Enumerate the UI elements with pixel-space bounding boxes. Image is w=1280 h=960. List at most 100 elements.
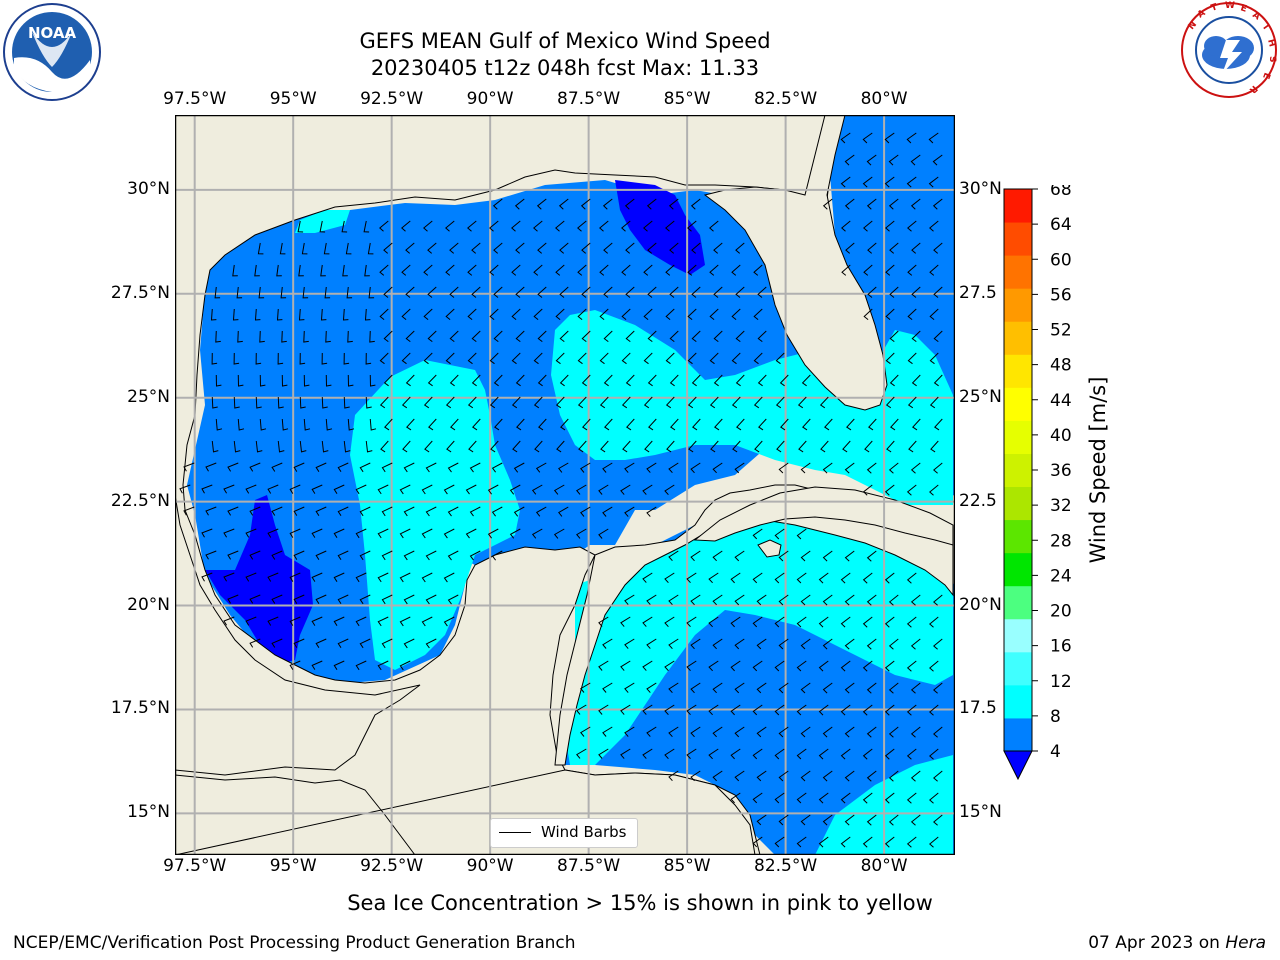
wind-barb xyxy=(402,440,411,453)
wind-barb xyxy=(511,308,521,320)
wind-barb xyxy=(624,198,635,210)
wind-barb xyxy=(183,462,195,472)
wind-barb xyxy=(406,418,415,431)
wind-barb xyxy=(669,330,679,342)
wind-barb xyxy=(840,792,851,804)
wind-barb xyxy=(201,528,213,538)
colorbar-tick-label: 68 xyxy=(1050,185,1072,200)
wind-barb xyxy=(560,418,569,431)
wind-barb xyxy=(888,682,899,694)
wind-barb xyxy=(753,352,763,365)
colorbar-segment xyxy=(1004,453,1032,488)
wind-barb xyxy=(933,374,943,387)
wind-barb xyxy=(355,616,367,627)
wind-barb xyxy=(227,594,239,604)
wind-barb xyxy=(932,198,943,210)
wind-barb xyxy=(647,242,657,254)
wind-barb xyxy=(690,726,701,738)
wind-barb xyxy=(735,242,745,254)
wind-barb xyxy=(303,374,310,387)
wind-barb xyxy=(604,418,613,431)
wind-barb xyxy=(369,418,377,431)
wind-barb xyxy=(884,660,895,672)
wind-barb xyxy=(802,418,811,431)
wind-barb xyxy=(343,440,351,453)
wind-barb xyxy=(889,374,899,387)
wind-barb xyxy=(734,638,745,650)
wind-barb xyxy=(320,308,327,321)
wind-barb xyxy=(929,220,939,232)
wind-barb xyxy=(713,330,723,342)
wind-barb xyxy=(215,374,222,387)
lat-tick-right: 15°N xyxy=(959,802,1002,823)
wind-barb xyxy=(577,352,587,365)
wind-barb xyxy=(691,330,701,342)
lon-tick-top: 90°W xyxy=(466,89,514,109)
colorbar-segment xyxy=(1004,585,1032,620)
wind-barb xyxy=(598,660,609,671)
wind-barb xyxy=(581,330,591,342)
wind-barb xyxy=(381,462,393,473)
wind-barb xyxy=(867,286,877,298)
colorbar-segment xyxy=(1004,651,1032,686)
wind-barb xyxy=(822,770,833,782)
wind-barb xyxy=(333,572,345,582)
wind-barb xyxy=(752,572,763,584)
wind-barb xyxy=(537,242,547,254)
lat-tick-left: 25°N xyxy=(127,386,170,407)
wind-barb xyxy=(515,374,525,387)
wind-barb xyxy=(646,506,657,517)
wind-barb xyxy=(603,242,613,254)
wind-barb xyxy=(580,462,591,473)
wind-barb xyxy=(553,528,565,539)
wind-barb xyxy=(215,330,221,343)
lon-tick-bottom: 97.5°W xyxy=(163,856,227,876)
wind-barb xyxy=(822,550,833,562)
wind-barb xyxy=(401,396,411,409)
wind-barb xyxy=(598,484,609,495)
colorbar-tick-label: 20 xyxy=(1050,602,1072,622)
wind-barb xyxy=(906,132,917,144)
wind-barb xyxy=(780,418,789,431)
wind-barb xyxy=(712,550,723,562)
wind-barb xyxy=(555,220,565,232)
wind-barb xyxy=(929,352,939,365)
wind-barb xyxy=(687,396,697,409)
wind-barb xyxy=(862,836,873,848)
wind-barb xyxy=(753,264,763,276)
wind-barb xyxy=(377,528,389,539)
wind-barb xyxy=(602,682,613,693)
wind-barb xyxy=(493,330,503,342)
wind-barb xyxy=(421,616,433,627)
wind-barb xyxy=(377,572,389,583)
wind-barb xyxy=(443,572,455,583)
wind-barb xyxy=(368,286,375,299)
lon-tick-bottom: 85°W xyxy=(663,856,711,876)
wind-barb xyxy=(556,440,565,453)
wind-barb xyxy=(289,484,301,494)
wind-barb xyxy=(665,352,675,365)
wind-barb xyxy=(302,286,309,299)
wind-barb xyxy=(774,704,785,716)
wind-barb xyxy=(341,220,348,233)
wind-barb xyxy=(818,748,829,760)
wind-barb xyxy=(531,528,543,539)
wind-barb xyxy=(866,638,877,650)
wind-barb xyxy=(201,484,213,494)
colorbar-tick-label: 52 xyxy=(1050,321,1072,341)
wind-barb xyxy=(379,352,389,365)
wind-barb xyxy=(383,330,393,342)
wind-barb xyxy=(713,242,723,254)
wind-barb xyxy=(424,440,433,453)
wind-barb xyxy=(844,726,855,738)
wind-barb xyxy=(445,308,455,320)
wind-barb xyxy=(774,836,785,848)
lat-tick-left: 30°N xyxy=(127,178,170,199)
wind-barb xyxy=(730,704,741,716)
wind-barb xyxy=(753,396,763,409)
colorbar-tick-label: 24 xyxy=(1050,566,1072,586)
wind-barb xyxy=(642,704,653,715)
wind-barb xyxy=(469,506,481,517)
wind-barb xyxy=(227,462,239,472)
wind-barb xyxy=(642,616,653,627)
